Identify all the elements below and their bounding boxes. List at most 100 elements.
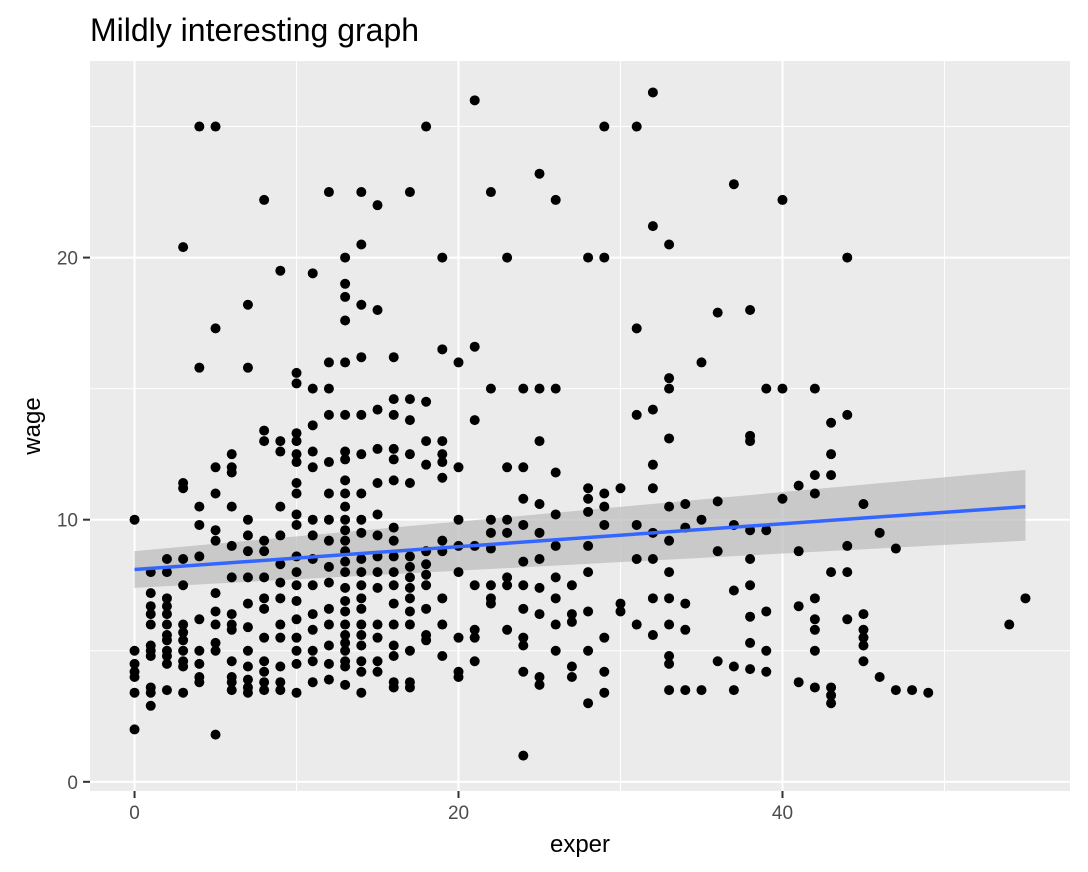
data-point [793,677,804,688]
data-point [356,656,367,667]
data-point [356,567,367,578]
data-point [453,567,464,578]
data-point [259,632,270,643]
data-point [534,383,545,394]
data-point [388,522,399,533]
data-point [275,577,286,588]
data-point [842,540,853,551]
data-point [226,656,237,667]
data-point [664,619,675,630]
plot-panel [90,61,1070,791]
data-point [194,501,205,512]
data-point [485,514,496,525]
data-point [226,685,237,696]
data-point [404,682,415,693]
data-point [631,323,642,334]
data-point [842,409,853,420]
data-point [502,462,513,473]
data-point [485,383,496,394]
data-point [372,567,383,578]
data-point [291,428,302,439]
data-point [647,554,658,565]
data-point [696,514,707,525]
data-point [340,567,351,578]
data-point [340,409,351,420]
data-point [178,619,189,630]
data-point [745,637,756,648]
data-point [599,687,610,698]
data-point [323,640,334,651]
data-point [388,535,399,546]
data-point [307,645,318,656]
data-point [210,729,221,740]
data-point [502,572,513,583]
data-point [631,619,642,630]
x-tick-label: 20 [448,803,469,824]
data-point [210,525,221,536]
data-point [534,671,545,682]
data-point [145,700,156,711]
data-point [372,200,383,211]
data-point [259,666,270,677]
data-point [858,624,869,635]
data-point [242,299,253,310]
data-point [340,357,351,368]
data-point [745,611,756,622]
data-point [242,674,253,685]
data-point [745,664,756,675]
data-point [502,252,513,263]
data-point [809,682,820,693]
data-point [890,685,901,696]
data-point [129,671,140,682]
data-point [550,645,561,656]
data-point [161,609,172,620]
data-point [340,606,351,617]
data-point [550,540,561,551]
data-point [453,514,464,525]
data-point [178,242,189,253]
data-point [761,383,772,394]
data-point [518,750,529,761]
data-point [728,179,739,190]
data-point [550,619,561,630]
data-point [583,645,594,656]
data-point [923,687,934,698]
data-point [583,567,594,578]
data-point [340,291,351,302]
data-point [372,478,383,489]
data-point [809,488,820,499]
data-point [291,457,302,468]
data-point [631,554,642,565]
data-point [340,645,351,656]
data-point [583,493,594,504]
data-point [259,194,270,205]
data-point [275,677,286,688]
data-point [826,449,837,460]
x-tick-label: 40 [772,803,793,824]
data-point [242,661,253,672]
data-point [340,630,351,641]
data-point [210,535,221,546]
data-point [323,187,334,198]
data-point [502,580,513,591]
data-point [291,567,302,578]
data-point [453,632,464,643]
data-point [583,540,594,551]
data-point [259,425,270,436]
data-point [728,685,739,696]
data-point [242,546,253,557]
data-point [728,661,739,672]
data-point [421,459,432,470]
data-point [226,572,237,583]
data-point [647,87,658,98]
data-point [631,519,642,530]
data-point [210,323,221,334]
data-point [421,580,432,591]
data-point [664,651,675,662]
data-point [388,454,399,465]
data-point [145,588,156,599]
data-point [421,436,432,447]
data-point [437,651,448,662]
data-point [550,593,561,604]
data-point [291,595,302,606]
